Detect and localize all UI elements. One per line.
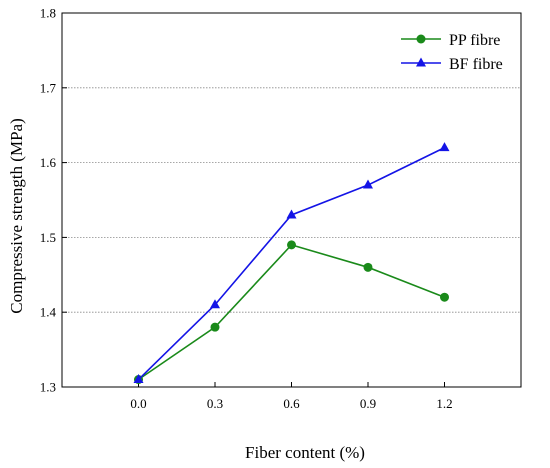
y-ticks: 1.3 1.4 1.5 1.6 1.7 1.8 xyxy=(40,6,67,395)
data-point-bf xyxy=(210,299,220,309)
x-tick-label: 0.3 xyxy=(207,396,223,411)
data-point-bf xyxy=(133,374,144,384)
x-ticks: 0.0 0.3 0.6 0.9 1.2 xyxy=(130,382,453,411)
y-tick-label: 1.7 xyxy=(40,80,57,95)
y-axis-title: Compressive strength (MPa) xyxy=(7,118,26,313)
legend-label-pp: PP fibre xyxy=(449,32,500,49)
y-tick-label: 1.5 xyxy=(40,230,56,245)
series-bf xyxy=(133,142,450,384)
series xyxy=(133,142,450,385)
legend-marker-pp xyxy=(416,34,426,44)
data-point-pp xyxy=(440,292,449,302)
legend-item-pp: PP fibre xyxy=(401,32,500,49)
x-axis-title: Fiber content (%) xyxy=(245,443,365,462)
y-tick-label: 1.3 xyxy=(40,380,56,395)
data-point-pp xyxy=(363,262,373,272)
x-tick-label: 0.6 xyxy=(283,396,300,411)
series-line-bf xyxy=(137,146,445,381)
data-point-bf xyxy=(363,179,373,189)
data-point-bf xyxy=(439,142,450,152)
x-tick-label: 1.2 xyxy=(436,396,452,411)
data-point-pp xyxy=(287,240,296,250)
y-tick-label: 1.6 xyxy=(40,155,57,170)
y-tick-label: 1.4 xyxy=(40,305,57,320)
legend-item-bf: BF fibre xyxy=(401,56,503,73)
data-point-pp xyxy=(210,322,220,332)
x-tick-label: 0.0 xyxy=(130,396,146,411)
y-tick-label: 1.8 xyxy=(40,6,56,21)
grid-lines xyxy=(62,87,521,313)
x-tick-label: 0.9 xyxy=(360,396,376,411)
legend-marker-bf xyxy=(416,57,426,67)
data-point-bf xyxy=(286,209,297,219)
legend: PP fibre BF fibre xyxy=(401,32,503,73)
legend-label-bf: BF fibre xyxy=(449,56,503,73)
